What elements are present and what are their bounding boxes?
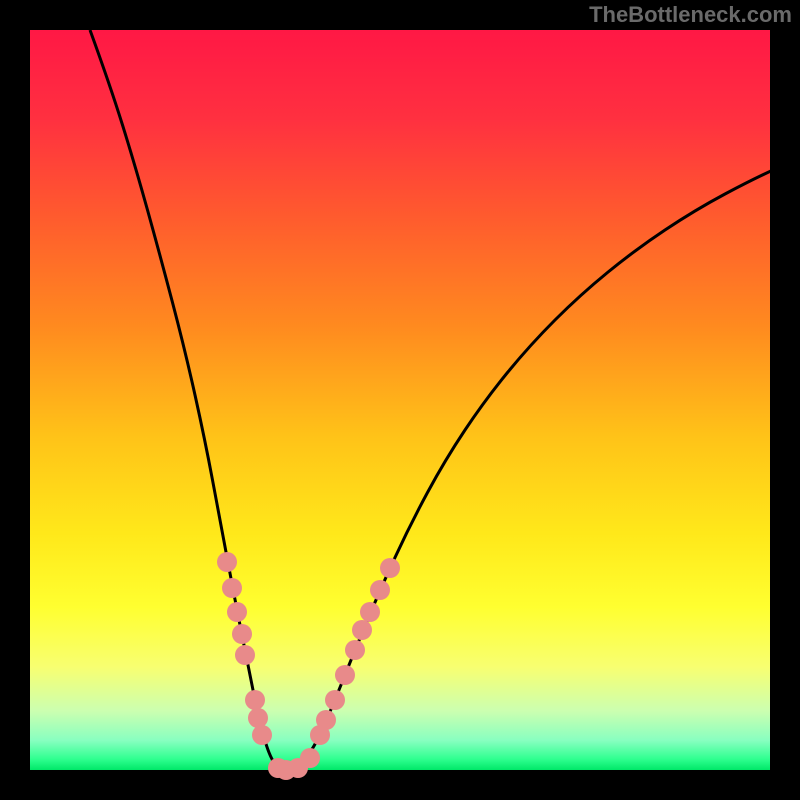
data-marker — [227, 602, 247, 622]
data-marker — [245, 690, 265, 710]
bottleneck-chart — [0, 0, 800, 800]
chart-container: TheBottleneck.com — [0, 0, 800, 800]
data-marker — [252, 725, 272, 745]
data-marker — [345, 640, 365, 660]
data-marker — [325, 690, 345, 710]
gradient-background — [30, 30, 770, 770]
data-marker — [335, 665, 355, 685]
watermark-text: TheBottleneck.com — [589, 2, 792, 28]
data-marker — [248, 708, 268, 728]
data-marker — [222, 578, 242, 598]
data-marker — [380, 558, 400, 578]
data-marker — [316, 710, 336, 730]
data-marker — [232, 624, 252, 644]
data-marker — [217, 552, 237, 572]
data-marker — [235, 645, 255, 665]
data-marker — [300, 748, 320, 768]
data-marker — [370, 580, 390, 600]
data-marker — [360, 602, 380, 622]
data-marker — [352, 620, 372, 640]
